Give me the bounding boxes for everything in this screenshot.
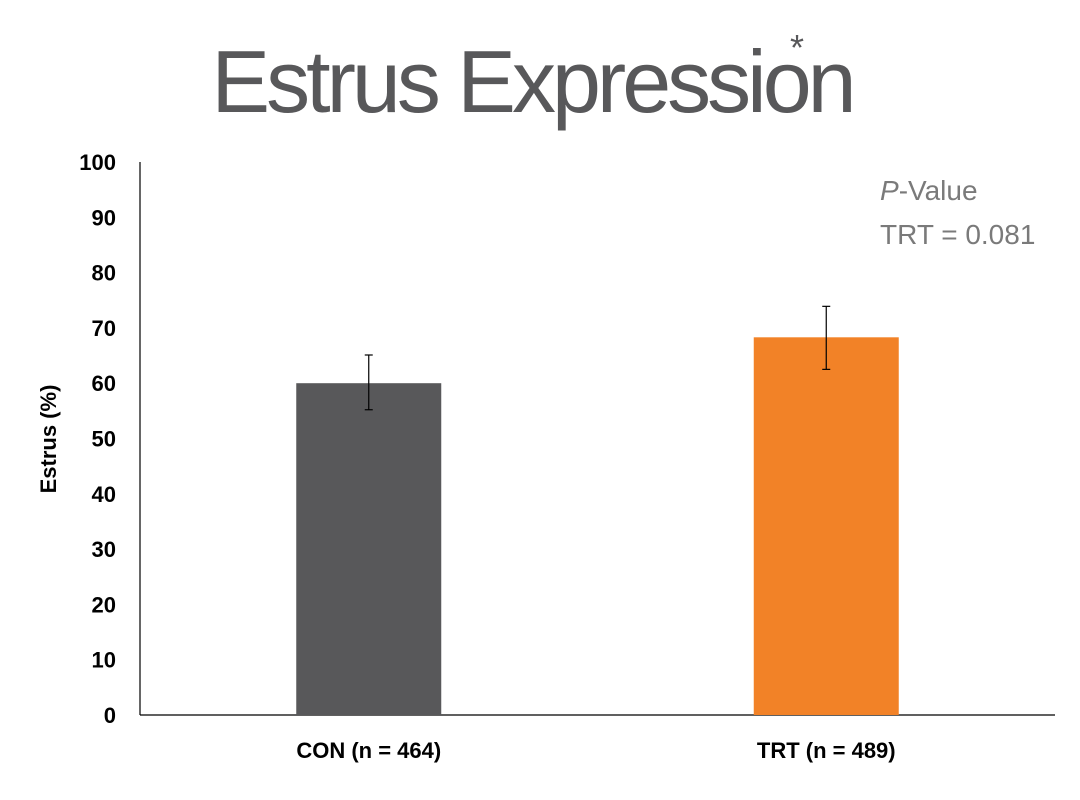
p-value-heading-rest: -Value: [899, 175, 978, 206]
y-tick-label: 60: [92, 371, 116, 396]
category-label-1: TRT (n = 489): [757, 738, 896, 763]
category-labels: CON (n = 464) TRT (n = 489): [296, 738, 895, 763]
y-tick-label: 90: [92, 205, 116, 230]
error-bar-0: [364, 354, 373, 411]
error-bar-series: [364, 305, 831, 411]
y-tick-label: 50: [92, 427, 116, 452]
y-tick-label: 20: [92, 592, 116, 617]
bar-series: [296, 337, 899, 715]
category-label-0: CON (n = 464): [296, 738, 441, 763]
y-tick-label: 30: [92, 537, 116, 562]
y-tick-labels: 0 10 20 30 40 50 60 70 80 90 100: [79, 150, 116, 728]
error-bar-1: [822, 305, 831, 370]
bar-0: [296, 383, 442, 715]
y-tick-label: 0: [104, 703, 116, 728]
y-tick-label: 80: [92, 261, 116, 286]
y-tick-label: 40: [92, 482, 116, 507]
p-value-italic-p: P: [880, 175, 899, 206]
chart-title-marker: *: [790, 27, 804, 68]
y-tick-label: 70: [92, 316, 116, 341]
chart-title: Estrus Expression: [211, 32, 852, 131]
y-axis-title: Estrus (%): [36, 385, 61, 494]
p-value-heading: P-Value: [880, 175, 978, 206]
y-tick-label: 100: [79, 150, 116, 175]
p-value-trt: TRT = 0.081: [880, 219, 1035, 250]
bar-1: [753, 337, 899, 715]
y-tick-label: 10: [92, 648, 116, 673]
